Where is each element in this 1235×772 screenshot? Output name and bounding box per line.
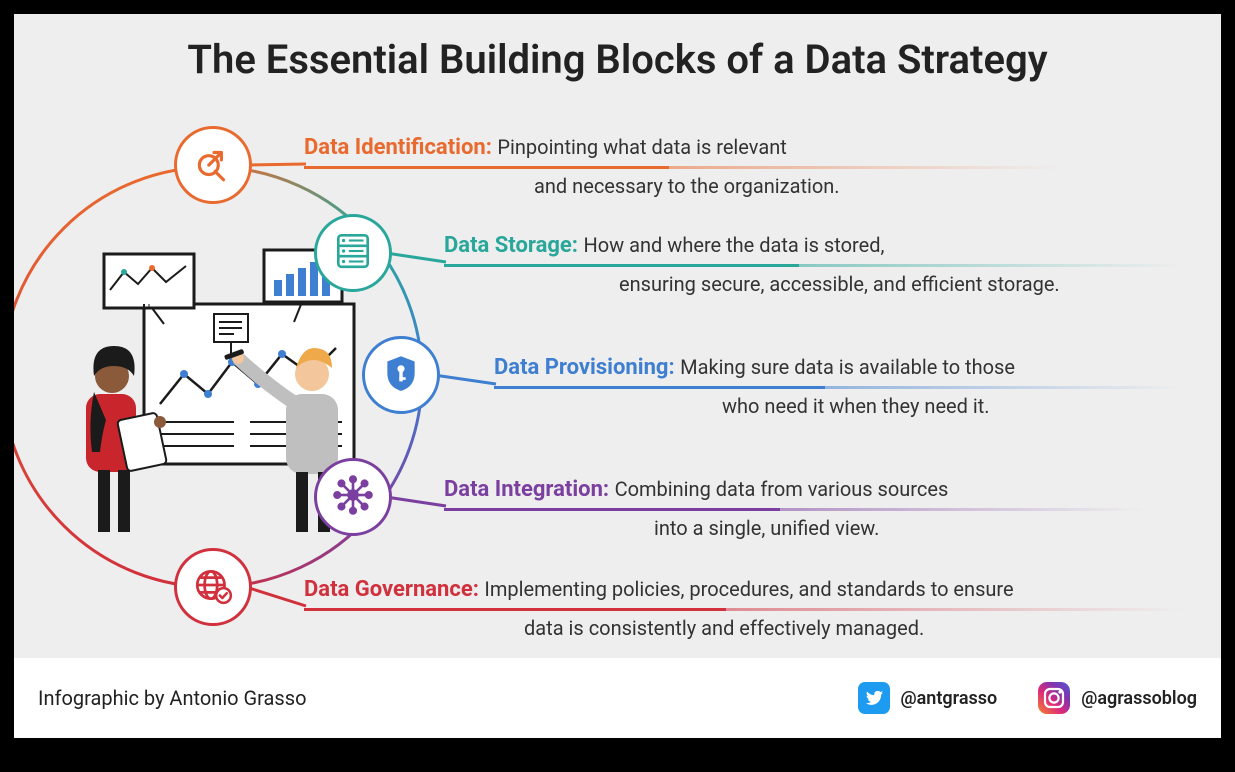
row-desc2-storage: ensuring secure, accessible, and efficie… [444,271,1184,297]
row-underline-identification [304,166,1064,169]
row-desc-identification: Pinpointing what data is relevant [497,135,786,159]
row-provisioning: Data Provisioning: Making sure data is a… [494,354,1184,419]
row-governance: Data Governance: Implementing policies, … [304,576,1184,641]
row-desc-governance: Implementing policies, procedures, and s… [484,577,1013,601]
card: The Essential Building Blocks of a Data … [14,14,1221,658]
footer: Infographic by Antonio Grasso @antgrasso [14,658,1221,738]
twitter-block: @antgrasso [857,681,998,715]
row-desc2-provisioning: who need it when they need it. [494,393,1184,419]
credit-text: Infographic by Antonio Grasso [38,686,817,710]
row-underline-storage [444,264,1184,267]
globe-check-icon [192,564,234,610]
row-identification: Data Identification: Pinpointing what da… [304,134,1064,199]
instagram-handle: @agrassoblog [1081,688,1197,709]
row-underline-provisioning [494,386,1184,389]
twitter-icon [857,681,891,715]
magnify-arrow-icon [192,142,234,188]
row-underline-governance [304,608,1184,611]
row-label-integration: Data Integration: [444,477,615,502]
row-label-storage: Data Storage: [444,233,583,258]
row-desc-integration: Combining data from various sources [615,477,949,501]
network-icon [332,474,374,520]
node-integration [314,458,392,536]
row-desc2-integration: into a single, unified view. [444,515,1144,541]
row-label-provisioning: Data Provisioning: [494,355,680,380]
outer-frame: The Essential Building Blocks of a Data … [0,0,1235,772]
node-provisioning [362,336,440,414]
node-identification [174,126,252,204]
node-governance [174,548,252,626]
row-desc2-governance: data is consistently and effectively man… [304,615,1184,641]
row-desc-provisioning: Making sure data is available to those [680,355,1015,379]
row-label-identification: Data Identification: [304,135,497,160]
row-desc2-identification: and necessary to the organization. [304,173,1064,199]
row-label-governance: Data Governance: [304,577,484,602]
server-icon [332,230,374,276]
instagram-block: @agrassoblog [1037,681,1197,715]
row-storage: Data Storage: How and where the data is … [444,232,1184,297]
node-storage [314,214,392,292]
row-desc-storage: How and where the data is stored, [583,233,884,257]
row-underline-integration [444,508,1144,511]
instagram-icon [1037,681,1071,715]
twitter-handle: @antgrasso [901,688,998,709]
row-integration: Data Integration: Combining data from va… [444,476,1144,541]
shield-key-icon [380,352,422,398]
